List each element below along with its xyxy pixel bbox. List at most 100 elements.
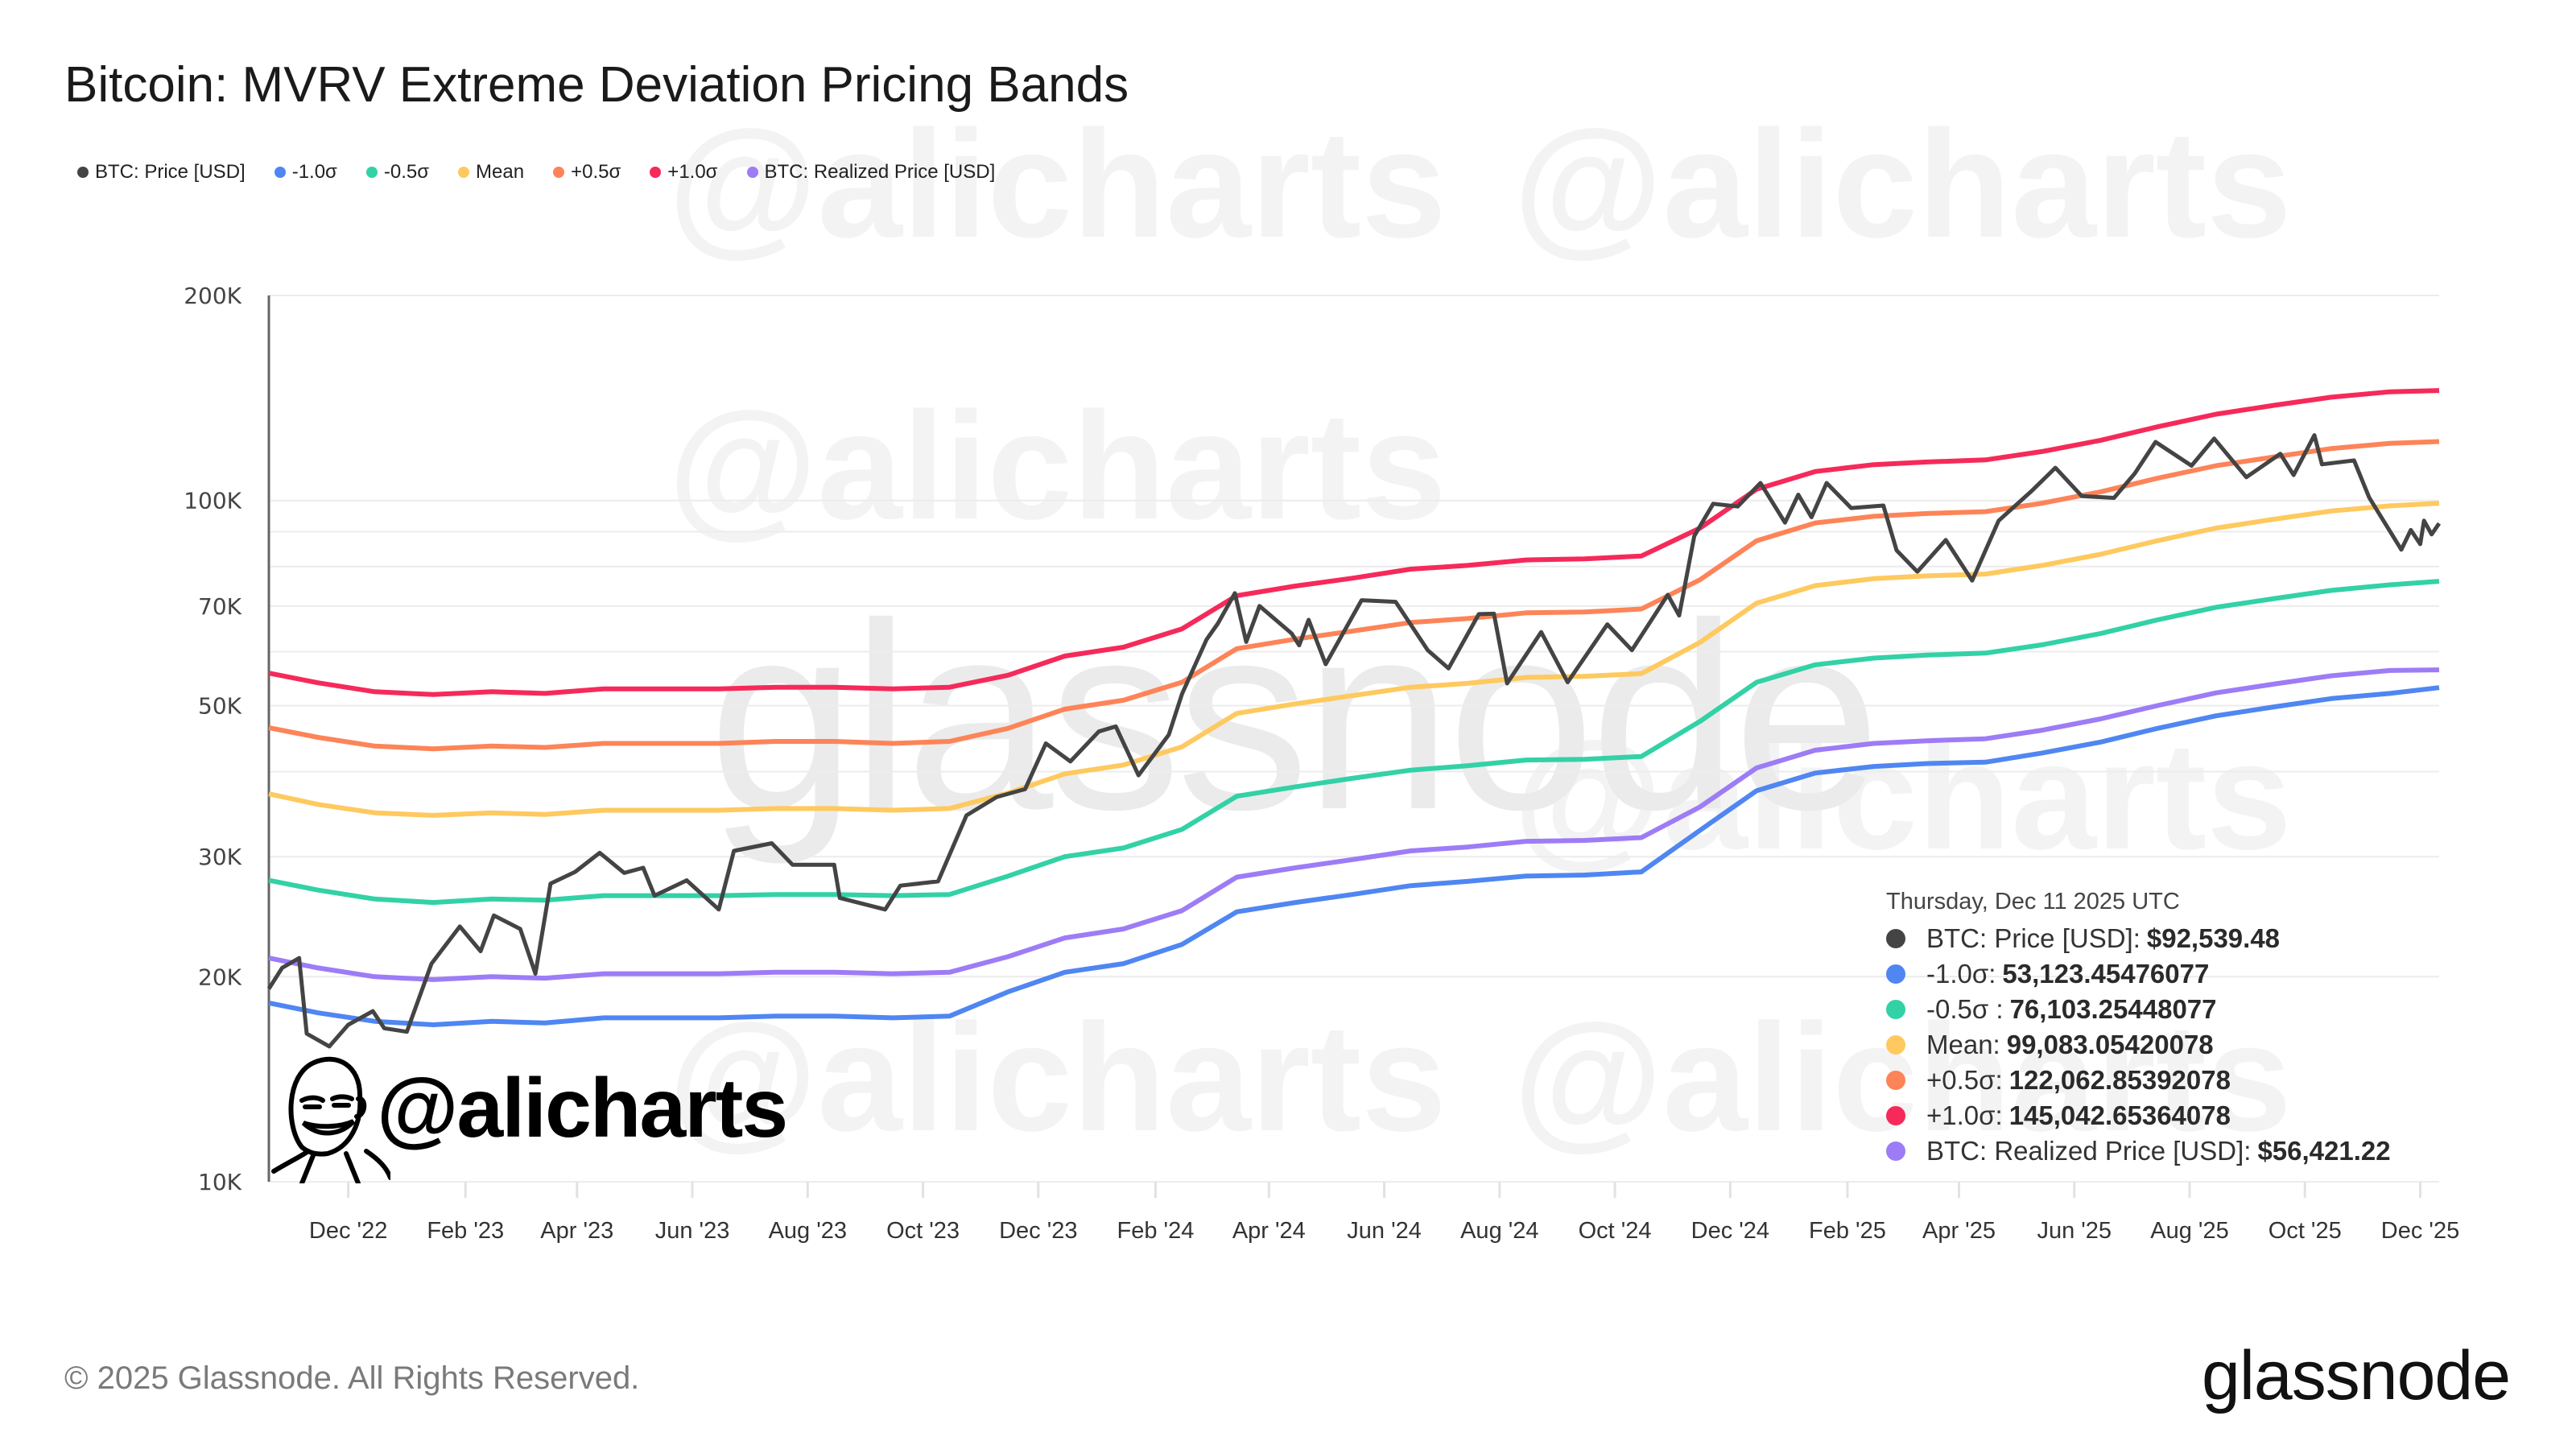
chart-title: Bitcoin: MVRV Extreme Deviation Pricing … bbox=[64, 57, 1129, 113]
alicharts-face-logo bbox=[271, 1056, 390, 1183]
legend-item-price[interactable]: BTC: Price [USD] bbox=[77, 161, 246, 184]
tooltip-row-plus05: +0.5σ: 122,062.85392078 bbox=[1886, 1063, 2391, 1098]
y-tick-label: 200K bbox=[184, 283, 242, 309]
series-line-mean bbox=[268, 501, 2440, 818]
tooltip-row-mean: Mean: 99,083.05420078 bbox=[1886, 1027, 2391, 1063]
legend-item-plus1[interactable]: +1.0σ bbox=[650, 161, 718, 184]
y-tick-label: 70K bbox=[198, 593, 242, 620]
tooltip-value: $56,421.22 bbox=[2257, 1136, 2391, 1166]
x-tick-label: Dec '24 bbox=[1691, 1218, 1769, 1244]
series-line-minus1 bbox=[268, 685, 2440, 1027]
series-lines bbox=[266, 388, 2442, 1049]
tooltip-value: 122,062.85392078 bbox=[2008, 1065, 2231, 1095]
tooltip-label: -0.5σ : bbox=[1926, 994, 2004, 1024]
legend-item-realized[interactable]: BTC: Realized Price [USD] bbox=[746, 161, 996, 184]
legend-label: +1.0σ bbox=[667, 161, 718, 183]
tooltip-row-realized: BTC: Realized Price [USD]: $56,421.22 bbox=[1886, 1133, 2391, 1169]
y-tick-label: 30K bbox=[198, 844, 242, 870]
legend-item-minus1[interactable]: -1.0σ bbox=[274, 161, 337, 184]
tooltip-date: Thursday, Dec 11 2025 UTC bbox=[1886, 889, 2180, 914]
y-tick-label: 20K bbox=[198, 964, 242, 990]
x-axis: Dec '22 Feb '23 Apr '23 Jun '23 Aug '23 Oct '… bbox=[309, 1182, 2459, 1244]
x-tick-label: Aug '23 bbox=[769, 1218, 847, 1244]
series-dot-icon bbox=[1886, 1141, 1905, 1161]
series-line-minus05 bbox=[268, 579, 2440, 906]
tooltip-row-plus1: +1.0σ: 145,042.65364078 bbox=[1886, 1098, 2391, 1133]
x-tick-label: Aug '24 bbox=[1460, 1218, 1538, 1244]
gridlines bbox=[269, 295, 2439, 1183]
alicharts-handle-logo: @alicharts bbox=[377, 1062, 788, 1155]
x-tick-label: Aug '25 bbox=[2150, 1218, 2228, 1244]
x-tick-label: Jun '23 bbox=[655, 1218, 730, 1244]
tooltip: Thursday, Dec 11 2025 UTC BTC: Price [US… bbox=[1886, 884, 2391, 1169]
tooltip-label: -1.0σ: bbox=[1926, 959, 1996, 989]
legend-item-minus05[interactable]: -0.5σ bbox=[365, 161, 430, 184]
series-line-plus05 bbox=[268, 439, 2440, 752]
tooltip-value: 76,103.25448077 bbox=[2009, 994, 2217, 1024]
x-tick-label: Oct '23 bbox=[886, 1218, 960, 1244]
legend-item-plus05[interactable]: +0.5σ bbox=[553, 161, 621, 184]
watermark-handle: @alicharts bbox=[668, 993, 1447, 1163]
y-axis: 200K 100K 70K 50K 30K 20K 10K bbox=[184, 283, 270, 1195]
x-tick-label: Jun '24 bbox=[1347, 1218, 1422, 1244]
tooltip-label: Mean: bbox=[1926, 1030, 2000, 1059]
series-dot-icon bbox=[1886, 964, 1905, 984]
tooltip-row-price: BTC: Price [USD]: $92,539.48 bbox=[1886, 921, 2391, 956]
watermark-handle: @alicharts bbox=[668, 381, 1447, 551]
tooltip-value: $92,539.48 bbox=[2146, 923, 2281, 953]
series-dot-icon bbox=[1886, 1035, 1905, 1055]
series-line-plus1 bbox=[268, 388, 2440, 697]
y-tick-label: 10K bbox=[198, 1169, 242, 1195]
watermark-handle: @alicharts bbox=[668, 99, 1447, 270]
x-tick-label: Apr '25 bbox=[1922, 1218, 1996, 1244]
y-tick-label: 100K bbox=[184, 488, 242, 514]
legend-label: BTC: Realized Price [USD] bbox=[764, 161, 996, 183]
series-dot-icon bbox=[1886, 1071, 1905, 1090]
tooltip-value: 53,123.45476077 bbox=[2002, 959, 2210, 989]
y-tick-label: 50K bbox=[198, 692, 242, 719]
legend-label: BTC: Price [USD] bbox=[95, 161, 246, 183]
legend-dot-icon bbox=[458, 167, 470, 178]
tooltip-label: BTC: Realized Price [USD]: bbox=[1926, 1136, 2252, 1166]
tooltip-label: +1.0σ: bbox=[1926, 1100, 2003, 1130]
x-tick-label: Apr '23 bbox=[540, 1218, 613, 1244]
tooltip-label: +0.5σ: bbox=[1926, 1065, 2003, 1095]
legend: BTC: Price [USD] -1.0σ -0.5σ Mean +0.5σ +1.0σ… bbox=[77, 161, 995, 184]
legend-dot-icon bbox=[553, 167, 565, 178]
watermark-handle: @alicharts bbox=[1513, 99, 2292, 270]
series-dot-icon bbox=[1886, 1106, 1905, 1125]
tooltip-value: 145,042.65364078 bbox=[2008, 1100, 2231, 1130]
glassnode-logo: glassnode bbox=[2202, 1337, 2511, 1414]
copyright: © 2025 Glassnode. All Rights Reserved. bbox=[64, 1360, 640, 1396]
x-tick-label: Dec '25 bbox=[2381, 1218, 2459, 1244]
legend-label: -1.0σ bbox=[291, 161, 337, 183]
x-tick-label: Apr '24 bbox=[1232, 1218, 1306, 1244]
tooltip-label: BTC: Price [USD]: bbox=[1926, 923, 2140, 953]
tooltip-row-minus1: -1.0σ: 53,123.45476077 bbox=[1886, 956, 2391, 992]
legend-dot-icon bbox=[650, 167, 662, 178]
x-tick-label: Oct '24 bbox=[1579, 1218, 1652, 1244]
legend-label: Mean bbox=[476, 161, 525, 183]
x-tick-label: Feb '23 bbox=[427, 1218, 504, 1244]
series-line-realized bbox=[268, 667, 2440, 982]
legend-label: -0.5σ bbox=[383, 161, 430, 183]
legend-dot-icon bbox=[746, 167, 758, 178]
legend-dot-icon bbox=[274, 167, 286, 178]
series-line-price bbox=[266, 433, 2442, 1049]
legend-label: +0.5σ bbox=[571, 161, 621, 183]
legend-dot-icon bbox=[365, 167, 378, 178]
series-dot-icon bbox=[1886, 929, 1905, 948]
series-dot-icon bbox=[1886, 1000, 1905, 1019]
x-tick-label: Jun '25 bbox=[2037, 1218, 2112, 1244]
x-tick-label: Feb '25 bbox=[1809, 1218, 1886, 1244]
x-tick-label: Dec '23 bbox=[999, 1218, 1077, 1244]
x-tick-label: Feb '24 bbox=[1117, 1218, 1195, 1244]
x-tick-label: Dec '22 bbox=[309, 1218, 387, 1244]
x-tick-label: Oct '25 bbox=[2268, 1218, 2342, 1244]
legend-item-mean[interactable]: Mean bbox=[458, 161, 524, 184]
tooltip-row-minus05: -0.5σ :76,103.25448077 bbox=[1886, 992, 2391, 1027]
watermark-handle: @alicharts bbox=[1513, 711, 2292, 881]
tooltip-value: 99,083.05420078 bbox=[2006, 1030, 2214, 1059]
legend-dot-icon bbox=[77, 167, 89, 178]
